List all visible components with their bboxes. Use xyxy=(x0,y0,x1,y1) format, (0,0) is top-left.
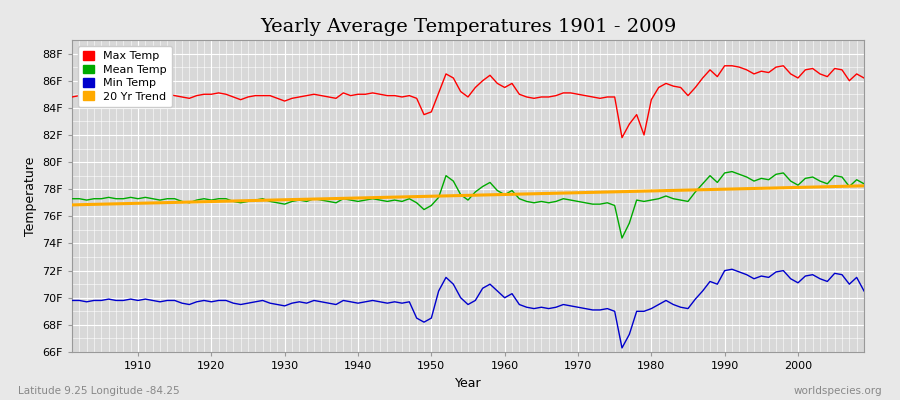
Legend: Max Temp, Mean Temp, Min Temp, 20 Yr Trend: Max Temp, Mean Temp, Min Temp, 20 Yr Tre… xyxy=(77,46,172,107)
Text: worldspecies.org: worldspecies.org xyxy=(794,386,882,396)
X-axis label: Year: Year xyxy=(454,376,482,390)
Text: Latitude 9.25 Longitude -84.25: Latitude 9.25 Longitude -84.25 xyxy=(18,386,180,396)
Title: Yearly Average Temperatures 1901 - 2009: Yearly Average Temperatures 1901 - 2009 xyxy=(260,18,676,36)
Y-axis label: Temperature: Temperature xyxy=(23,156,37,236)
